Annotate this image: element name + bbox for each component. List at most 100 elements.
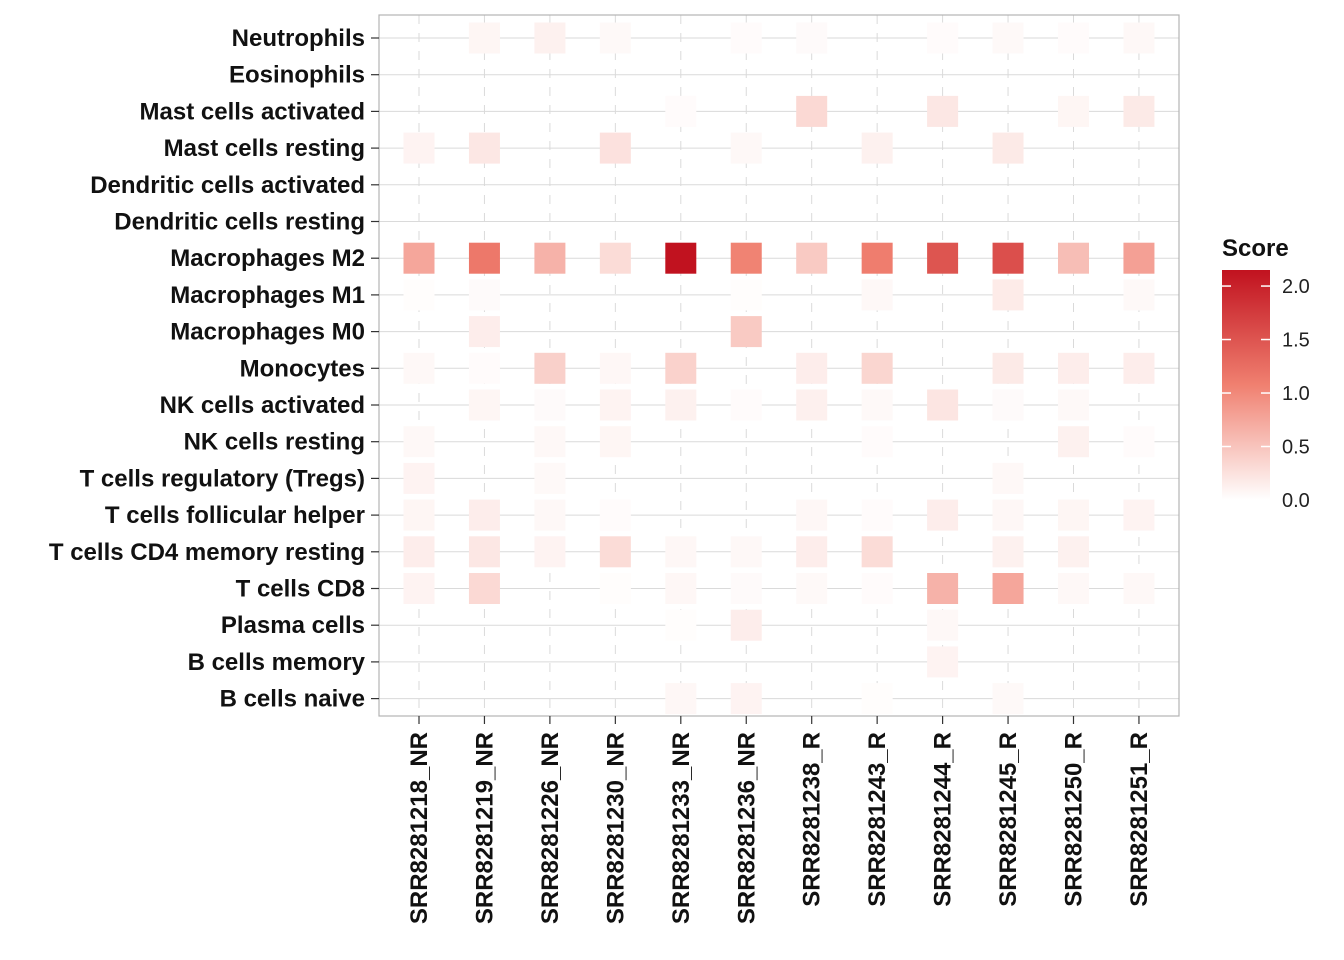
heatmap-cell — [730, 279, 762, 311]
x-tick-label: SRR8281250_R — [1061, 732, 1088, 907]
heatmap-cell — [468, 352, 500, 384]
heatmap-cell — [665, 352, 697, 384]
heatmap-cell — [665, 95, 697, 127]
heatmap-cell — [468, 389, 500, 421]
heatmap-cell — [403, 279, 435, 311]
heatmap-cell — [1058, 499, 1089, 531]
heatmap-cell — [1058, 242, 1089, 274]
x-tick-label: SRR8281238_R — [799, 732, 826, 907]
heatmap-cell — [665, 242, 697, 274]
y-tick-label: NK cells resting — [184, 429, 365, 456]
heatmap-cell — [861, 389, 893, 421]
heatmap-cell — [534, 22, 566, 54]
legend-colorbar — [1222, 270, 1270, 500]
x-tick-label: SRR8281226_NR — [537, 732, 564, 924]
x-tick-label: SRR8281236_NR — [733, 732, 760, 924]
heatmap-cell — [992, 242, 1024, 274]
heatmap-cell — [1058, 573, 1089, 604]
y-tick-label: T cells regulatory (Tregs) — [80, 465, 365, 492]
heatmap-cell — [730, 536, 762, 568]
heatmap-cell — [468, 499, 500, 531]
heatmap-cell — [992, 462, 1024, 494]
heatmap-cell — [992, 352, 1024, 384]
heatmap-cell — [1123, 95, 1155, 127]
x-tick-label: SRR8281219_NR — [471, 732, 498, 924]
heatmap-cell — [1123, 499, 1155, 531]
y-tick-label: Eosinophils — [229, 62, 365, 89]
heatmap-cell — [468, 536, 500, 568]
y-tick-label: T cells follicular helper — [105, 502, 365, 529]
heatmap-cell — [1058, 352, 1089, 384]
heatmap-cell — [992, 22, 1024, 54]
y-tick-label: NK cells activated — [160, 392, 365, 419]
y-tick-label: B cells memory — [188, 649, 366, 676]
heatmap-cell — [927, 573, 959, 604]
heatmap-cells — [403, 22, 1155, 715]
heatmap-cell — [468, 279, 500, 311]
y-tick-label: Macrophages M0 — [170, 319, 365, 346]
heatmap-cell — [796, 573, 828, 604]
heatmap-cell — [1058, 95, 1089, 127]
x-tick-label: SRR8281251_R — [1126, 732, 1153, 907]
heatmap-cell — [403, 426, 435, 458]
heatmap-cell — [1123, 352, 1155, 384]
x-tick-label: SRR8281233_NR — [668, 732, 695, 924]
heatmap-cell — [730, 609, 762, 641]
heatmap-cell — [796, 499, 828, 531]
x-tick-label: SRR8281244_R — [930, 732, 957, 907]
legend-tick-label: 2.0 — [1282, 276, 1310, 298]
heatmap-cell — [599, 499, 631, 531]
y-tick-label: Neutrophils — [232, 25, 365, 52]
y-tick-label: T cells CD4 memory resting — [49, 539, 365, 566]
heatmap-cell — [468, 22, 500, 54]
heatmap-cell — [927, 609, 959, 641]
heatmap-cell — [534, 426, 566, 458]
y-tick-label: Macrophages M2 — [170, 245, 365, 272]
heatmap-cell — [1123, 426, 1155, 458]
plot-panel-border — [378, 14, 1180, 717]
heatmap-cell — [534, 352, 566, 384]
y-tick-label: T cells CD8 — [236, 576, 365, 603]
heatmap-cell — [468, 132, 500, 164]
legend-tick-label: 1.0 — [1282, 383, 1310, 405]
heatmap-cell — [730, 316, 762, 348]
heatmap-cell — [861, 352, 893, 384]
heatmap-cell — [403, 242, 435, 274]
heatmap-cell — [730, 132, 762, 164]
heatmap-cell — [1123, 242, 1155, 274]
heatmap-cell — [599, 242, 631, 274]
heatmap-cell — [861, 499, 893, 531]
heatmap-cell — [403, 352, 435, 384]
heatmap-cell — [796, 22, 828, 54]
heatmap-cell — [927, 499, 959, 531]
heatmap-cell — [992, 573, 1024, 604]
x-axis-labels: SRR8281218_NR SRR8281219_NR SRR8281226_NR S… — [406, 716, 1153, 924]
heatmap-cell — [665, 573, 697, 604]
legend-tick-label: 0.0 — [1282, 490, 1310, 512]
heatmap-cell — [861, 683, 893, 715]
heatmap-cell — [730, 242, 762, 274]
heatmap-cell — [599, 536, 631, 568]
heatmap-cell — [534, 462, 566, 494]
y-tick-label: Plasma cells — [221, 612, 365, 639]
heatmap-cell — [1123, 279, 1155, 311]
y-tick-label: B cells naive — [220, 686, 365, 713]
heatmap-cell — [861, 242, 893, 274]
heatmap-cell — [468, 573, 500, 604]
legend-ticks: 0.0 0.5 1.0 1.5 2.0 — [1222, 276, 1310, 512]
heatmap-cell — [796, 389, 828, 421]
heatmap-cell — [1058, 426, 1089, 458]
heatmap-cell — [599, 352, 631, 384]
heatmap-cell — [992, 499, 1024, 531]
heatmap-cell — [534, 499, 566, 531]
heatmap-cell — [730, 22, 762, 54]
x-tick-label: SRR8281218_NR — [406, 732, 433, 924]
heatmap-cell — [927, 389, 959, 421]
heatmap-cell — [1123, 22, 1155, 54]
heatmap-cell — [599, 426, 631, 458]
heatmap-cell — [599, 132, 631, 164]
heatmap-cell — [599, 22, 631, 54]
heatmap-cell — [927, 242, 959, 274]
heatmap-cell — [730, 683, 762, 715]
